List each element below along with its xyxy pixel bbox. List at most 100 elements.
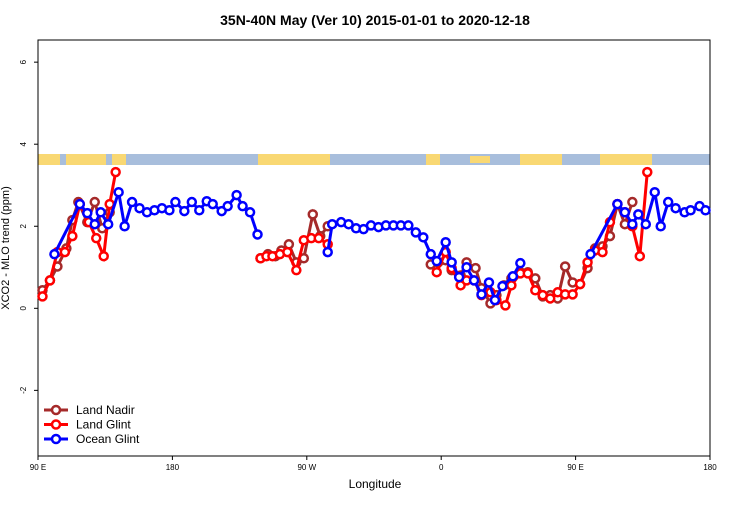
data-point xyxy=(507,271,519,282)
data-point xyxy=(574,278,586,290)
legend-label: Land Glint xyxy=(76,418,131,432)
data-point xyxy=(98,250,109,262)
data-point xyxy=(244,207,256,218)
data-point xyxy=(67,230,78,242)
data-point xyxy=(619,207,631,218)
y-tick-label: 0 xyxy=(19,306,28,311)
data-point xyxy=(640,218,652,230)
data-point xyxy=(134,202,145,214)
data-point xyxy=(642,166,653,178)
data-point xyxy=(585,248,596,260)
data-point xyxy=(113,186,124,198)
data-point xyxy=(515,257,526,269)
data-point xyxy=(282,246,293,258)
data-point xyxy=(403,220,414,231)
data-point xyxy=(461,262,472,273)
ocean-band xyxy=(38,154,710,165)
legend-label: Land Nadir xyxy=(76,403,135,417)
data-point xyxy=(291,264,302,276)
legend-marker xyxy=(50,419,62,430)
data-point xyxy=(74,198,86,210)
data-point xyxy=(44,275,56,286)
data-point xyxy=(307,209,319,220)
data-point xyxy=(612,198,623,210)
data-point xyxy=(627,218,638,230)
data-point xyxy=(597,246,608,258)
data-point xyxy=(476,289,487,300)
data-point xyxy=(700,205,711,216)
data-point xyxy=(425,248,436,260)
data-point xyxy=(222,200,233,212)
data-point xyxy=(194,205,205,216)
data-point xyxy=(500,300,511,311)
series xyxy=(37,166,653,311)
data-point xyxy=(179,205,190,217)
data-point xyxy=(49,248,60,260)
x-tick-label: 90 W xyxy=(297,463,316,472)
data-point xyxy=(567,289,578,300)
x-tick-label: 180 xyxy=(703,463,717,472)
data-point xyxy=(582,257,593,268)
legend-marker xyxy=(50,404,62,416)
data-point xyxy=(431,255,442,267)
data-point xyxy=(110,166,121,178)
y-axis-label: XCO2 - MLO trend (ppm) xyxy=(0,186,12,309)
data-point xyxy=(37,291,48,302)
data-point xyxy=(470,262,481,274)
data-point xyxy=(343,218,354,230)
data-point xyxy=(418,232,429,243)
data-point xyxy=(326,218,338,230)
data-point xyxy=(446,257,457,268)
data-point xyxy=(497,280,508,292)
y-tick-label: 4 xyxy=(19,141,28,146)
y-tick-label: 2 xyxy=(19,223,28,228)
data-point xyxy=(164,205,175,216)
data-point xyxy=(102,218,114,230)
data-point xyxy=(559,261,571,272)
data-point xyxy=(431,266,442,278)
data-point xyxy=(322,246,333,258)
data-point xyxy=(95,207,106,218)
data-point xyxy=(59,246,71,258)
data-point xyxy=(685,205,696,216)
data-point xyxy=(453,271,465,283)
data-point xyxy=(90,232,102,244)
legend-marker xyxy=(50,433,62,445)
data-point xyxy=(440,237,451,248)
data-point xyxy=(544,293,556,304)
data-point xyxy=(82,207,93,219)
data-point xyxy=(655,221,666,232)
land-band xyxy=(66,154,106,165)
data-point xyxy=(126,196,138,208)
data-point xyxy=(410,227,422,238)
x-tick-label: 90 E xyxy=(567,463,583,472)
data-point xyxy=(633,209,644,220)
plot-frame xyxy=(37,39,711,457)
y-tick-label: -2 xyxy=(19,386,28,394)
x-tick-label: 0 xyxy=(439,463,444,472)
x-tick-label: 90 E xyxy=(30,463,46,472)
land-band xyxy=(470,156,490,163)
x-tick-label: 180 xyxy=(166,463,180,472)
x-axis-label: Longitude xyxy=(349,477,402,491)
data-point xyxy=(649,186,660,198)
data-point xyxy=(662,196,674,208)
legend-label: Ocean Glint xyxy=(76,432,140,446)
data-point xyxy=(186,196,198,208)
data-point xyxy=(530,285,541,296)
data-point xyxy=(489,294,501,306)
data-point xyxy=(522,268,534,279)
surface-mask-band xyxy=(38,154,710,165)
data-point xyxy=(170,196,181,208)
land-band xyxy=(600,154,652,165)
data-point xyxy=(670,202,681,214)
data-point xyxy=(237,200,248,212)
data-point xyxy=(89,196,100,208)
y-tick-label: 6 xyxy=(19,59,28,64)
data-point xyxy=(313,232,324,244)
land-band xyxy=(520,154,562,165)
data-point xyxy=(634,250,646,262)
